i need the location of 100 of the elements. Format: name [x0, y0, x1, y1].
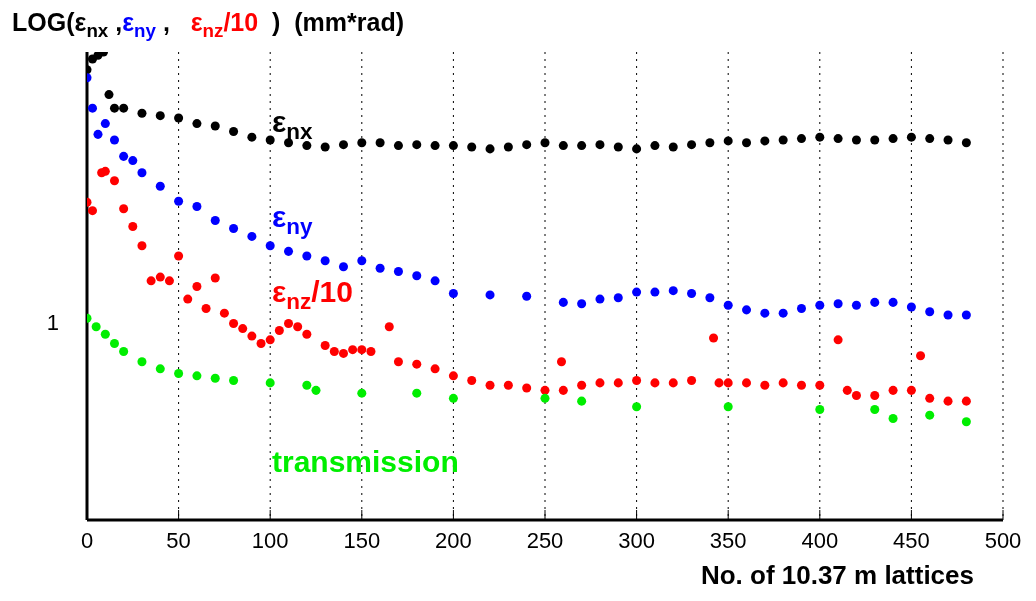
point: [558, 141, 568, 151]
point: [870, 135, 880, 145]
point: [210, 373, 220, 383]
series-label: ε$_{nz}$/10: [272, 275, 353, 314]
point: [577, 141, 587, 151]
point: [723, 402, 733, 412]
point: [265, 241, 275, 251]
point: [760, 136, 770, 146]
series-label: ε$_{nx}$: [272, 105, 313, 144]
point: [815, 300, 825, 310]
point: [137, 357, 147, 367]
point: [943, 310, 953, 320]
point: [851, 135, 861, 145]
point: [833, 299, 843, 309]
point: [100, 329, 110, 339]
point: [668, 286, 678, 296]
point: [632, 144, 642, 154]
x-tick-label: 400: [801, 527, 839, 553]
point: [687, 140, 697, 150]
x-tick-label: 200: [435, 527, 472, 553]
point: [229, 223, 239, 233]
point: [448, 393, 458, 403]
point: [632, 287, 642, 297]
point: [155, 364, 165, 374]
point: [522, 140, 532, 150]
point: [723, 300, 733, 310]
point: [357, 388, 367, 398]
point: [925, 410, 935, 420]
point: [412, 388, 422, 398]
point: [503, 142, 513, 152]
x-tick-label: 0: [80, 527, 94, 553]
point: [778, 135, 788, 145]
chart-title: LOG(ε$_{nx}$ ,ε$_{ny}$ , ε$_{nz}$/10 ) (mm*rad): [12, 8, 405, 41]
point: [705, 293, 715, 303]
point: [338, 140, 348, 150]
point: [137, 108, 147, 118]
point: [357, 256, 367, 266]
point: [577, 299, 587, 309]
point: [796, 303, 806, 313]
point: [375, 138, 385, 148]
point: [760, 308, 770, 318]
point: [119, 151, 129, 161]
point: [961, 310, 971, 320]
point: [833, 134, 843, 144]
point: [137, 168, 147, 178]
point: [87, 103, 98, 113]
point: [311, 385, 321, 395]
point: [284, 138, 294, 148]
point: [485, 290, 495, 300]
point: [650, 287, 660, 297]
point: [448, 141, 458, 151]
point: [815, 132, 825, 142]
point: [155, 111, 165, 121]
point: [375, 263, 385, 273]
point: [870, 297, 880, 307]
point: [540, 393, 550, 403]
point: [595, 294, 605, 304]
point: [320, 256, 330, 266]
point: [174, 369, 184, 379]
point: [412, 140, 422, 150]
point: [229, 376, 239, 386]
point: [595, 140, 605, 150]
point: [119, 103, 129, 113]
point: [485, 144, 495, 154]
series-label: transmission: [272, 445, 459, 478]
point: [430, 276, 440, 286]
x-tick-label: 300: [618, 527, 655, 553]
point: [687, 288, 697, 298]
point: [558, 297, 568, 307]
point: [925, 134, 935, 144]
point: [522, 291, 532, 301]
x-tick-label: 100: [251, 527, 289, 553]
point: [796, 134, 806, 144]
x-tick-label: 350: [709, 527, 747, 553]
point: [448, 288, 458, 298]
point: [109, 135, 119, 145]
point: [632, 402, 642, 412]
point: [613, 293, 623, 303]
point: [430, 141, 440, 151]
point: [210, 215, 220, 225]
point: [888, 413, 898, 423]
point: [174, 196, 184, 206]
text: 1: [46, 309, 59, 335]
point: [778, 308, 788, 318]
point: [888, 297, 898, 307]
point: [577, 396, 587, 406]
point: [192, 119, 202, 129]
point: [320, 142, 330, 152]
point: [109, 339, 119, 349]
point: [229, 127, 239, 137]
point: [925, 307, 935, 317]
point: [851, 300, 861, 310]
point: [540, 138, 550, 148]
point: [705, 138, 715, 148]
point: [888, 134, 898, 144]
point: [815, 405, 825, 415]
point: [100, 119, 110, 129]
point: [393, 141, 403, 151]
point: [109, 103, 119, 113]
point: [742, 138, 752, 148]
